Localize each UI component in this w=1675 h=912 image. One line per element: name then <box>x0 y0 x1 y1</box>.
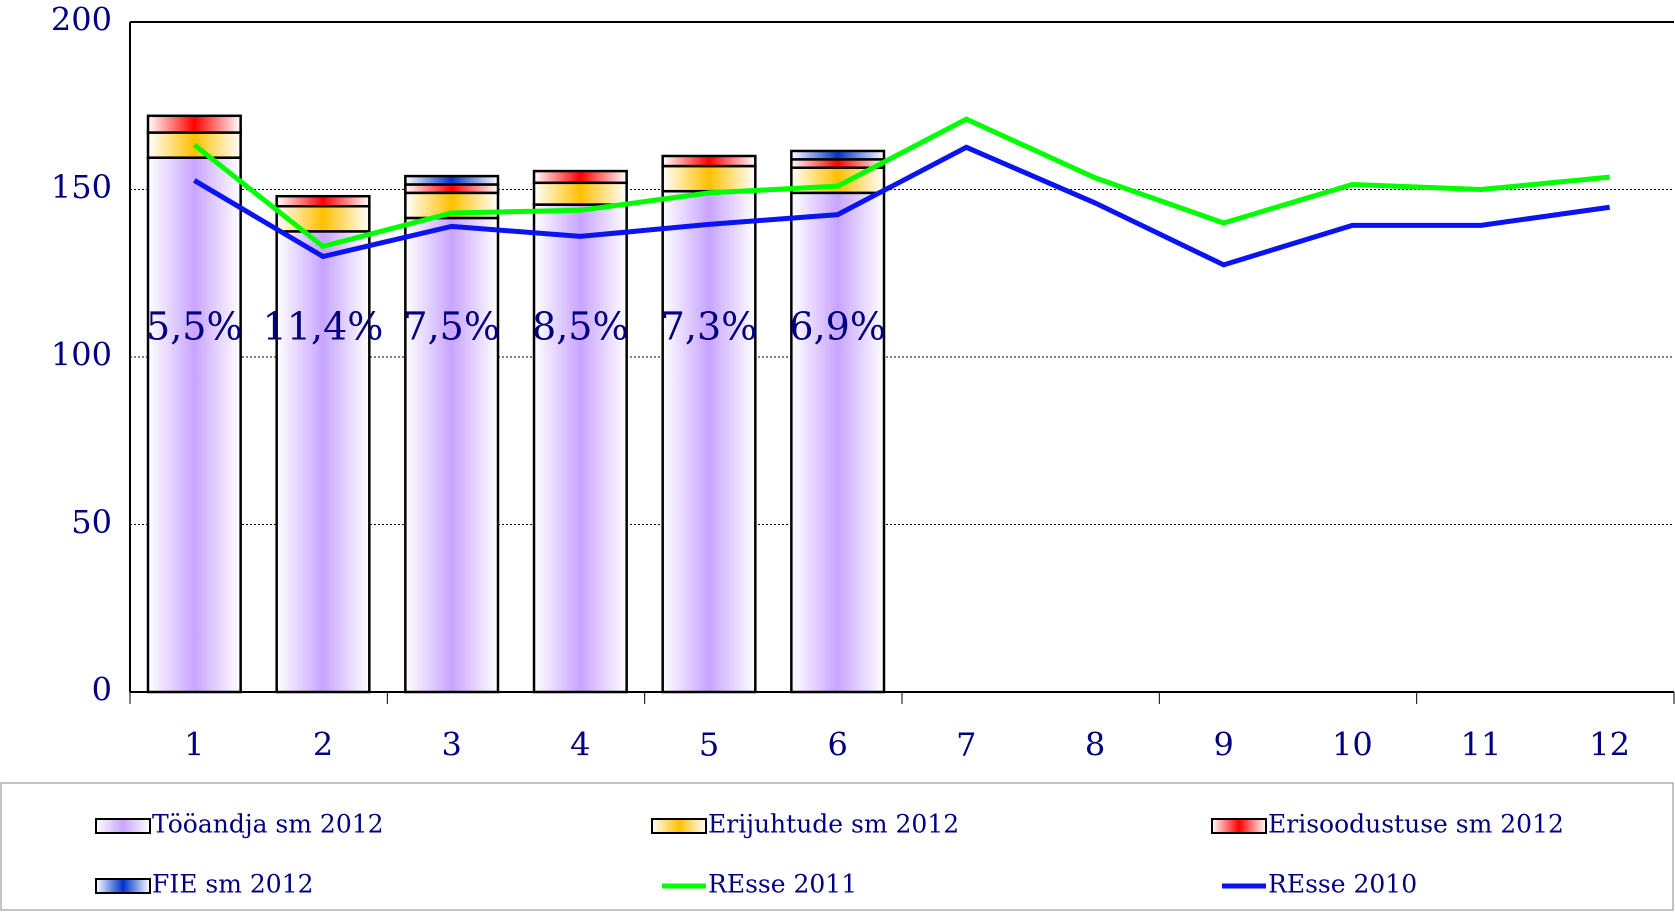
bar-segment <box>404 216 500 694</box>
bar-segment <box>146 156 242 694</box>
legend-label: Tööandja sm 2012 <box>152 810 384 839</box>
x-tick-label: 11 <box>1461 726 1502 764</box>
legend-swatch <box>95 818 151 834</box>
bar-segment <box>275 194 371 208</box>
legend-swatch <box>95 878 151 894</box>
legend-label: FIE sm 2012 <box>152 870 314 899</box>
annotation: 5,5% <box>146 305 243 349</box>
bar-segment <box>404 183 500 195</box>
legend-box <box>0 782 1674 911</box>
x-tick-label: 6 <box>827 726 847 764</box>
bar-segment <box>275 230 371 694</box>
x-tick-label: 10 <box>1332 726 1373 764</box>
legend-label: Erijuhtude sm 2012 <box>708 810 959 839</box>
legend-label: REsse 2010 <box>1268 870 1417 899</box>
x-tick-label: 9 <box>1213 726 1233 764</box>
legend-swatch <box>1211 818 1267 834</box>
bar-segment <box>146 114 242 134</box>
x-tick-label: 4 <box>570 726 590 764</box>
x-tick-label: 1 <box>184 726 204 764</box>
line-series <box>193 144 1611 268</box>
y-tick-label: 50 <box>71 503 112 541</box>
x-tick-label: 8 <box>1085 726 1105 764</box>
x-tick-label: 5 <box>699 726 719 764</box>
bar-segment <box>790 191 886 694</box>
legend-swatch <box>651 818 707 834</box>
x-tick-label: 2 <box>313 726 333 764</box>
bar-segment <box>404 174 500 186</box>
annotation: 7,5% <box>403 305 500 349</box>
bar-segment <box>275 205 371 233</box>
legend-label: Erisoodustuse sm 2012 <box>1268 810 1564 839</box>
y-tick-label: 100 <box>51 336 112 374</box>
bar-segment <box>661 164 757 193</box>
x-tick-label: 7 <box>956 726 976 764</box>
bar-segment <box>661 189 757 694</box>
x-tick-label: 12 <box>1589 726 1630 764</box>
bar-segment <box>532 169 628 185</box>
legend-label: REsse 2011 <box>708 870 857 899</box>
y-tick-label: 200 <box>51 1 112 39</box>
y-tick-label: 0 <box>92 671 112 709</box>
bar-segment <box>532 203 628 694</box>
bar-segment <box>661 154 757 168</box>
line-series <box>192 116 1610 250</box>
x-tick-label: 3 <box>441 726 461 764</box>
annotation: 8,5% <box>532 305 629 349</box>
annotation: 6,9% <box>789 305 886 349</box>
y-tick-label: 150 <box>51 168 112 206</box>
bar-segment <box>532 181 628 206</box>
annotation: 11,4% <box>263 305 384 349</box>
annotation: 7,3% <box>661 305 758 349</box>
bar-segment <box>790 149 886 161</box>
